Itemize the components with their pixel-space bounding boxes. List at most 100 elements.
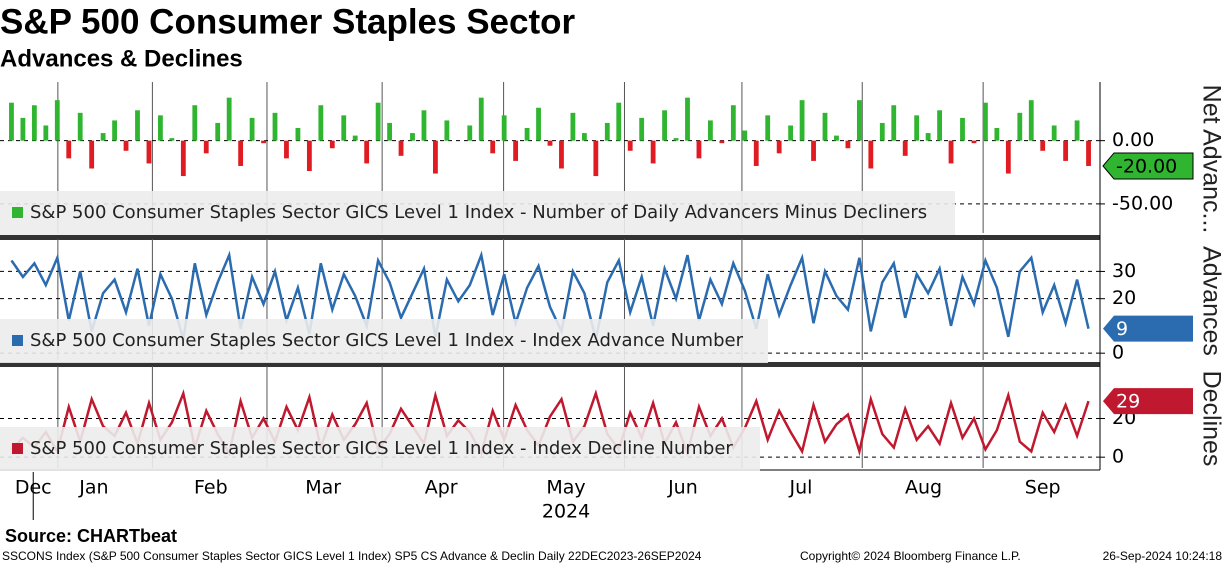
bar xyxy=(639,117,645,141)
last-value-tag xyxy=(1103,388,1193,415)
last-value-label: 9 xyxy=(1116,318,1128,340)
bar xyxy=(1074,120,1080,141)
bar xyxy=(169,138,175,141)
chart-subtitle: Advances & Declines xyxy=(0,45,243,72)
bar xyxy=(1063,140,1069,161)
bar xyxy=(203,140,209,154)
y-tick-label: 0 xyxy=(1112,342,1124,364)
bar xyxy=(559,140,564,169)
bar xyxy=(146,140,152,164)
bar xyxy=(1051,125,1057,141)
legend-label: S&P 500 Consumer Staples Sector GICS Lev… xyxy=(30,438,733,459)
bar xyxy=(937,110,942,141)
bar xyxy=(1005,140,1011,174)
bar xyxy=(238,140,244,166)
bar xyxy=(261,140,266,144)
bar xyxy=(501,115,507,141)
bar xyxy=(788,125,794,141)
bar xyxy=(753,140,759,166)
bar xyxy=(375,102,381,141)
bar xyxy=(685,97,690,141)
last-value-tag xyxy=(1103,315,1193,342)
bar xyxy=(352,135,358,141)
bar xyxy=(158,115,163,141)
x-tick-label: May xyxy=(546,477,585,499)
bar xyxy=(215,122,221,141)
bar xyxy=(730,105,736,141)
x-tick-label: Jul xyxy=(788,477,812,499)
y-tick-label: 30 xyxy=(1112,260,1136,282)
footer-copyright: Copyright© 2024 Bloomberg Finance L.P. xyxy=(800,549,1021,563)
legend-swatch xyxy=(12,443,23,454)
bar xyxy=(708,120,713,141)
bar xyxy=(1028,100,1034,141)
bar xyxy=(765,115,771,141)
bar xyxy=(1017,112,1023,141)
bar xyxy=(421,110,427,141)
bar xyxy=(524,128,530,141)
bar xyxy=(249,117,255,141)
bar xyxy=(822,112,828,141)
bar xyxy=(604,122,610,141)
bar xyxy=(925,133,931,141)
bar xyxy=(31,105,37,141)
bar xyxy=(902,140,908,156)
bar xyxy=(627,140,633,151)
bar xyxy=(20,117,26,141)
footer-left: SSCONS Index (S&P 500 Consumer Staples S… xyxy=(2,549,702,563)
bar xyxy=(490,140,496,154)
bar xyxy=(192,105,198,141)
bar xyxy=(994,128,1000,141)
bar xyxy=(318,105,324,141)
bar xyxy=(410,133,415,141)
x-tick-label: Feb xyxy=(194,477,228,499)
bar xyxy=(295,128,301,141)
bar xyxy=(856,100,862,141)
bar xyxy=(398,140,404,156)
bar xyxy=(570,112,576,141)
bar xyxy=(696,140,702,159)
bar xyxy=(662,110,667,141)
bar xyxy=(960,117,965,141)
y-tick-label: 0.00 xyxy=(1112,129,1154,151)
bar xyxy=(914,115,920,141)
bar xyxy=(891,105,897,141)
legend-swatch xyxy=(12,335,23,346)
bar xyxy=(272,112,278,141)
chart-title: S&P 500 Consumer Staples Sector xyxy=(0,2,576,41)
bar xyxy=(341,115,347,141)
bar xyxy=(100,133,106,141)
x-tick-label: Aug xyxy=(905,477,942,499)
bar xyxy=(536,107,541,141)
bar xyxy=(478,97,484,141)
bar xyxy=(89,140,95,169)
panel-separator xyxy=(0,235,1100,240)
panel-separator xyxy=(0,362,1100,367)
bar xyxy=(742,130,748,141)
bar xyxy=(868,140,874,169)
bar xyxy=(112,120,117,141)
bar xyxy=(306,140,312,172)
legend-box xyxy=(0,427,760,471)
axis-title: Net Advanc... xyxy=(1197,85,1224,234)
bar xyxy=(135,110,140,141)
bar xyxy=(845,140,851,149)
bar xyxy=(776,140,782,154)
bar xyxy=(77,112,83,141)
bar xyxy=(180,140,186,177)
bar xyxy=(284,140,289,159)
bar xyxy=(123,140,129,151)
bar xyxy=(364,140,370,164)
bar xyxy=(547,140,553,146)
x-tick-label: Jan xyxy=(78,477,108,499)
x-tick-label: Apr xyxy=(425,477,458,499)
legend-box xyxy=(0,319,768,363)
bar xyxy=(1040,140,1046,151)
bar xyxy=(834,135,839,141)
last-value-label: -20.00 xyxy=(1116,155,1177,177)
bar xyxy=(226,97,232,141)
bar xyxy=(433,140,438,174)
last-value-label: 29 xyxy=(1116,391,1140,413)
year-label: 2024 xyxy=(542,501,590,523)
